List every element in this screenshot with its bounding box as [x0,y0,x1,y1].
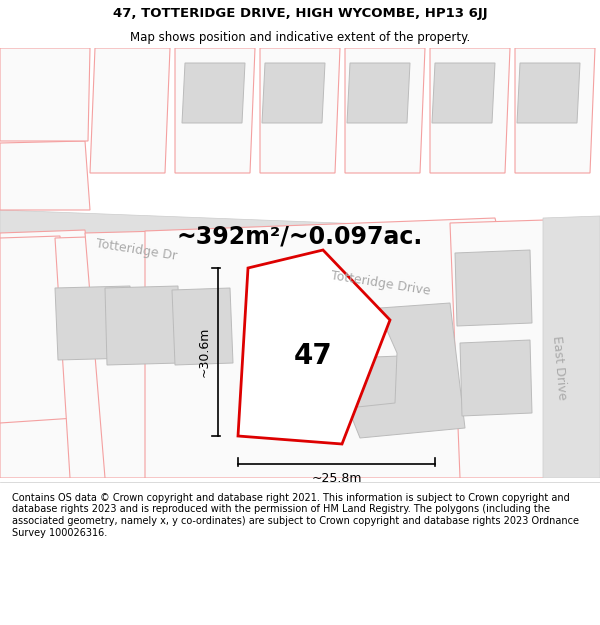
Polygon shape [260,48,340,173]
Polygon shape [515,48,595,173]
Polygon shape [347,63,410,123]
Text: ~25.8m: ~25.8m [311,471,362,484]
Polygon shape [460,340,532,416]
Text: 47: 47 [293,342,332,370]
Polygon shape [455,250,532,326]
Text: Contains OS data © Crown copyright and database right 2021. This information is : Contains OS data © Crown copyright and d… [12,492,579,538]
Polygon shape [0,141,90,210]
Text: Map shows position and indicative extent of the property.: Map shows position and indicative extent… [130,31,470,44]
Polygon shape [450,220,555,478]
Polygon shape [0,230,110,478]
Polygon shape [517,63,580,123]
Text: Totteridge Drive: Totteridge Drive [330,269,431,298]
Polygon shape [55,286,133,360]
Polygon shape [345,48,425,173]
Text: ~30.6m: ~30.6m [197,327,211,377]
Polygon shape [90,48,170,173]
Text: 47, TOTTERIDGE DRIVE, HIGH WYCOMBE, HP13 6JJ: 47, TOTTERIDGE DRIVE, HIGH WYCOMBE, HP13… [113,7,487,20]
Polygon shape [238,250,390,444]
Polygon shape [105,286,180,365]
Polygon shape [182,63,245,123]
Text: Totteridge Dr⁠: Totteridge Dr⁠ [95,237,178,263]
Polygon shape [430,48,510,173]
Polygon shape [0,210,600,258]
Polygon shape [265,303,336,369]
Polygon shape [348,303,465,438]
Text: East Drive: East Drive [550,336,568,401]
Polygon shape [543,216,600,478]
Polygon shape [0,48,90,141]
Text: ~392m²/~0.097ac.: ~392m²/~0.097ac. [177,224,423,248]
Polygon shape [145,218,555,478]
Polygon shape [85,230,220,478]
Polygon shape [55,235,170,478]
Polygon shape [348,356,402,410]
Polygon shape [262,63,325,123]
Polygon shape [172,288,233,365]
Polygon shape [432,63,495,123]
Polygon shape [175,48,255,173]
Polygon shape [0,236,75,423]
